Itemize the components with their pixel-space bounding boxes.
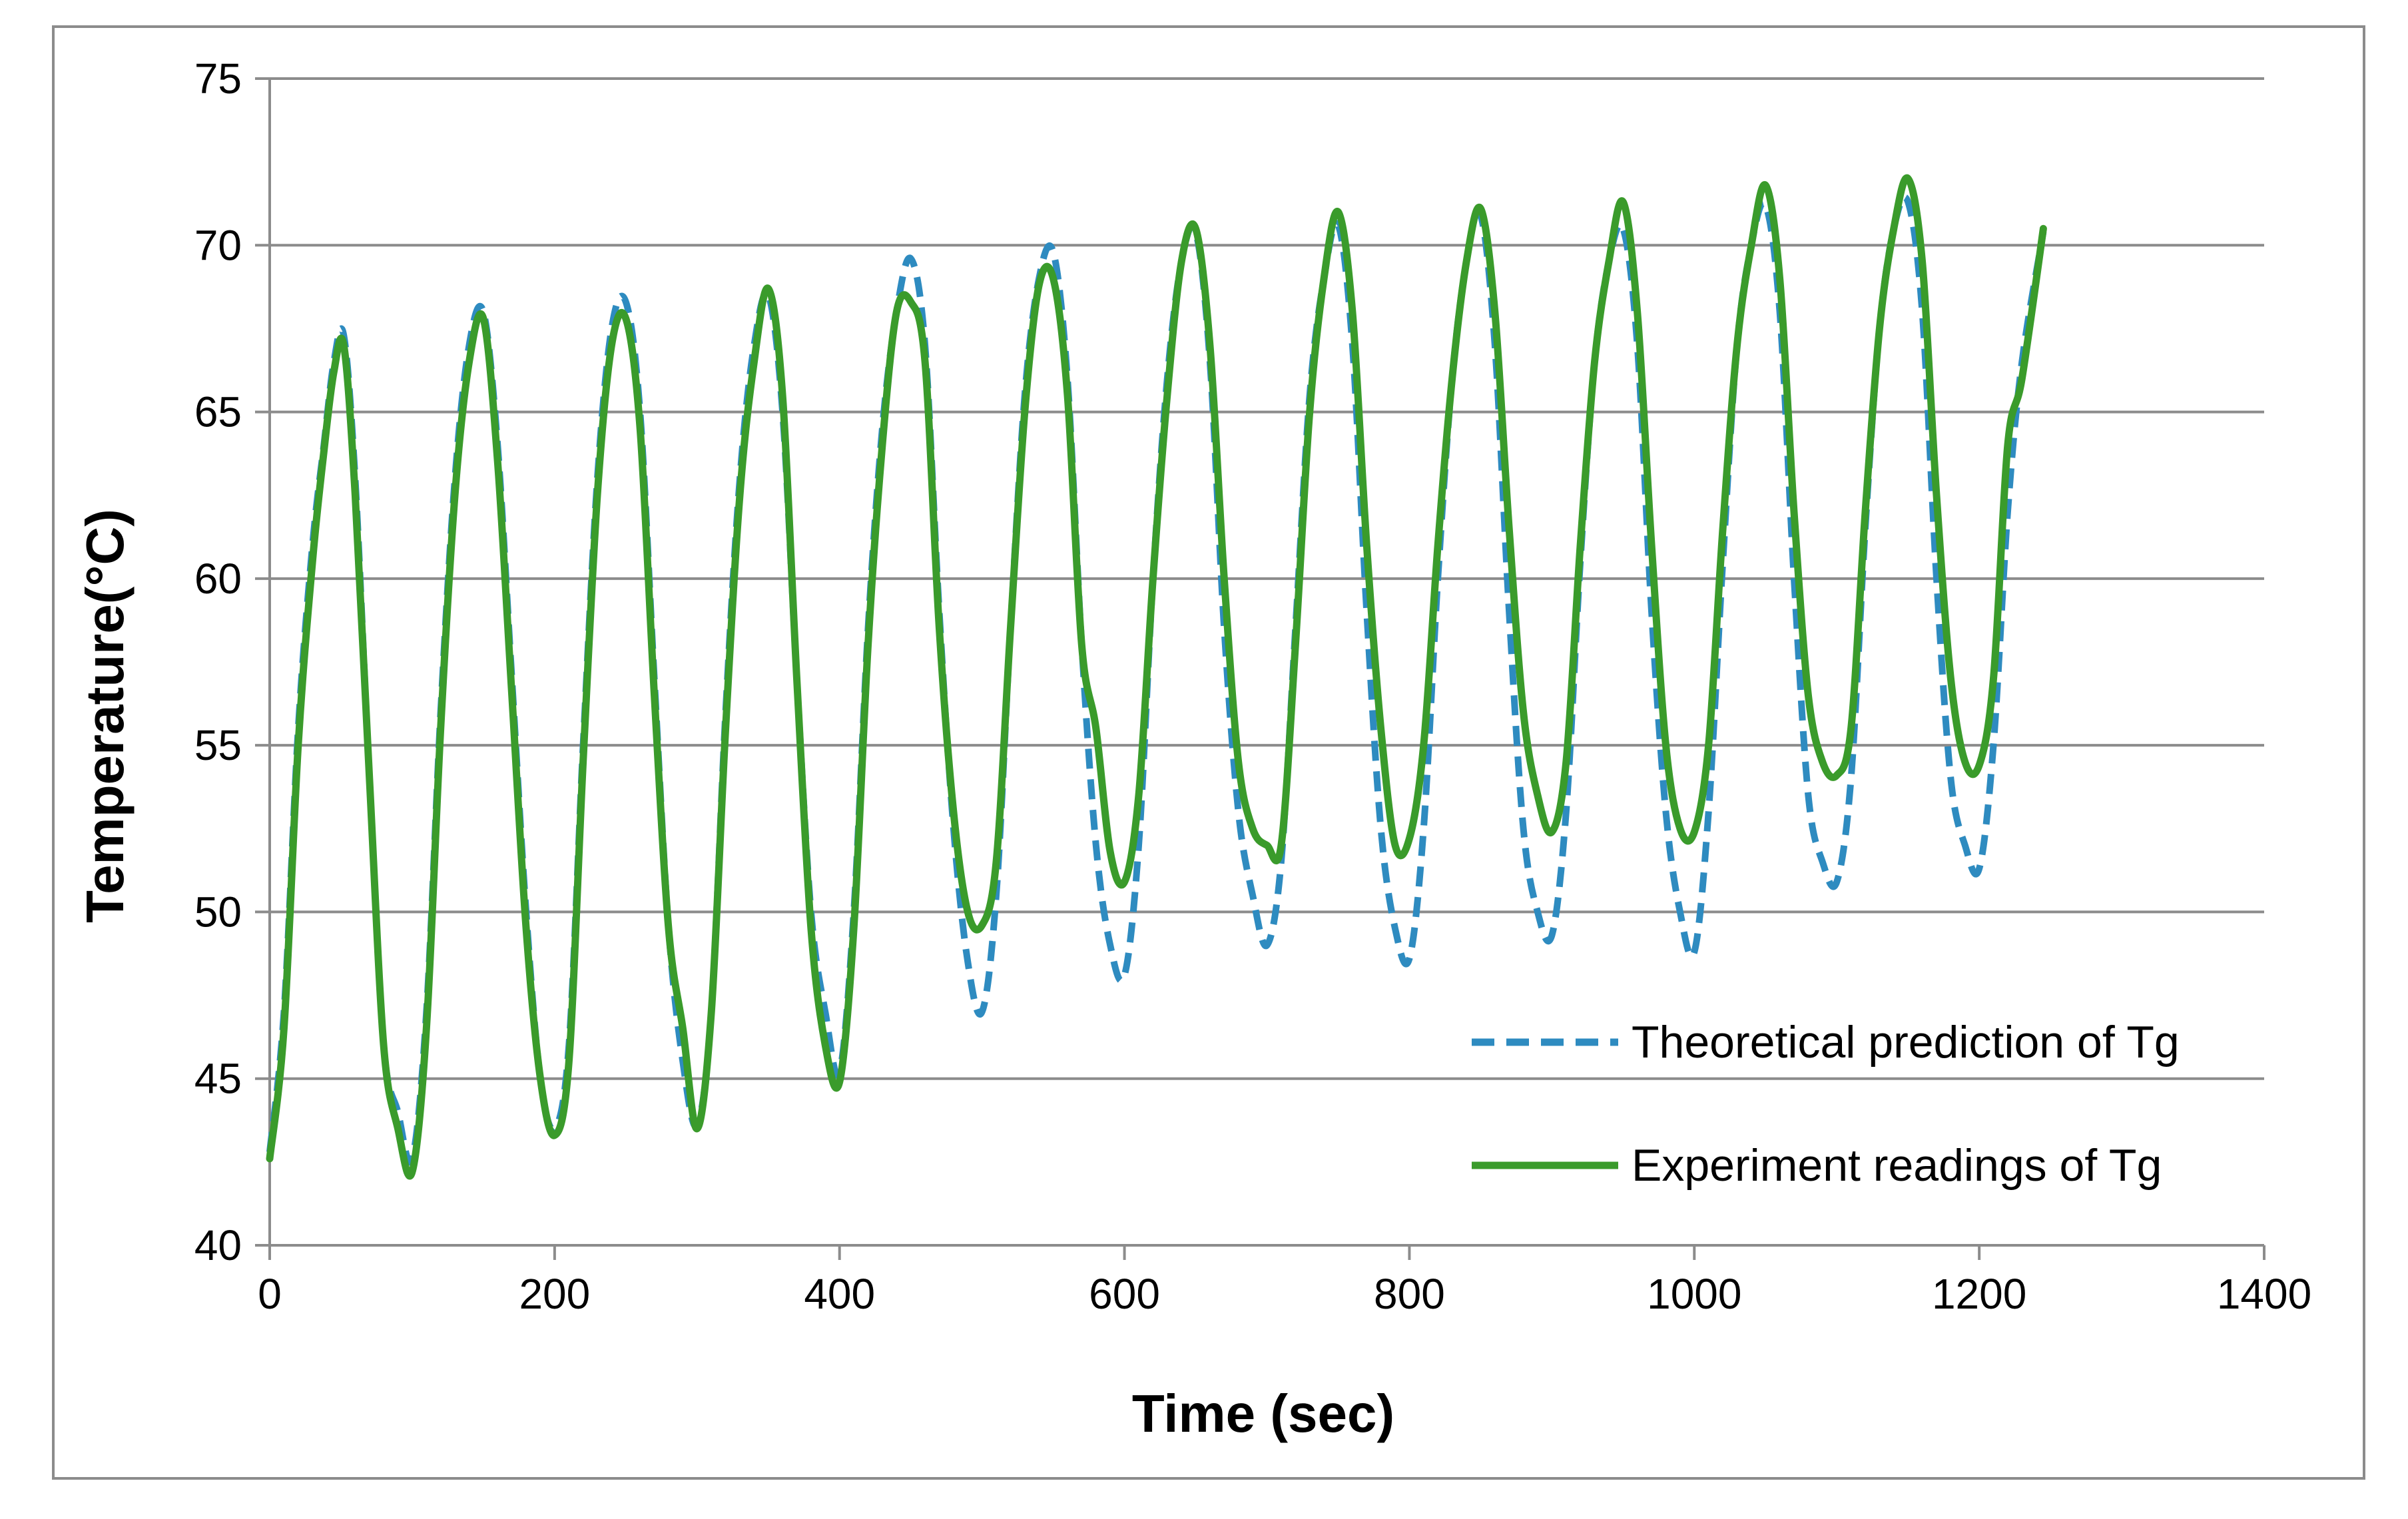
x-tick-label: 800	[1374, 1270, 1445, 1318]
legend-label-theoretical: Theoretical prediction of Tg	[1632, 1017, 2180, 1067]
y-tick-label: 45	[194, 1055, 242, 1103]
data-series	[266, 174, 2047, 1180]
x-tick-label: 0	[258, 1270, 282, 1318]
x-axis-title: Time (sec)	[1132, 1384, 1394, 1443]
y-tick-labels: 40 45 50 55 60 65 70 75	[194, 55, 242, 1269]
x-tick-label: 1400	[2217, 1270, 2311, 1318]
series-line-experiment	[266, 174, 2047, 1180]
y-tick-label: 60	[194, 555, 242, 603]
y-tick-label: 40	[194, 1221, 242, 1269]
legend: Theoretical prediction of Tg Experiment …	[1472, 1017, 2180, 1191]
y-tick-label: 65	[194, 388, 242, 436]
y-axis-title: Temperature(°C)	[75, 509, 135, 923]
x-tick-label: 600	[1089, 1270, 1160, 1318]
x-tick-labels: 0 200 400 600 800 1000 1200 1400	[258, 1270, 2311, 1318]
y-tick-label: 70	[194, 221, 242, 269]
legend-label-experiment: Experiment readings of Tg	[1632, 1140, 2162, 1191]
axes	[255, 77, 2265, 1260]
x-tick-label: 400	[804, 1270, 875, 1318]
x-tick-label: 1000	[1647, 1270, 1741, 1318]
y-tick-label: 55	[194, 721, 242, 769]
y-tick-label: 50	[194, 888, 242, 936]
x-tick-label: 200	[519, 1270, 590, 1318]
y-tick-label: 75	[194, 55, 242, 103]
x-tick-label: 1200	[1932, 1270, 2026, 1318]
